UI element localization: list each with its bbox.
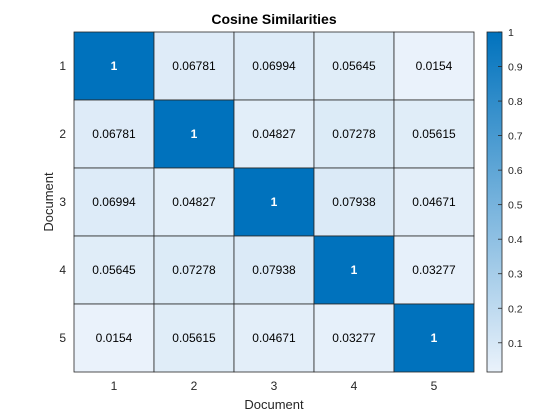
colorbar [486,31,503,373]
cell-value-label: 0.07938 [252,263,296,277]
cell-value-label: 0.04671 [252,331,296,345]
chart-title: Cosine Similarities [211,11,336,27]
heatmap-cell [393,303,475,373]
cell-value-label: 0.05615 [412,127,456,141]
heatmap-cell [233,235,315,305]
cell-value-label: 0.06781 [172,59,216,73]
cell-value-label: 0.03277 [332,331,376,345]
colorbar-tick-label: 0.8 [508,96,523,108]
x-tick-label: 3 [271,379,278,393]
cell-value-label: 0.07938 [332,195,376,209]
cell-value-label: 0.03277 [412,263,456,277]
heatmap-cell [313,167,395,237]
x-tick-label: 2 [191,379,198,393]
x-tick-label: 4 [351,379,358,393]
cell-value-label: 0.06994 [92,195,136,209]
cell-value-label: 1 [351,263,358,277]
cell-value-label: 0.05645 [92,263,136,277]
cell-value-label: 1 [431,331,438,345]
cell-value-label: 0.05645 [332,59,376,73]
y-axis-label: Document [41,172,56,232]
x-tick-label: 1 [111,379,118,393]
y-tick-label: 1 [59,59,66,73]
cell-value-label: 1 [271,195,278,209]
y-tick-label: 5 [59,331,66,345]
heatmap-cell [153,167,235,237]
colorbar-tick-label: 0.4 [508,234,523,246]
colorbar-tick-label: 0.2 [508,303,523,315]
heatmap-cells: 1 0.06781 0.06994 0.05645 0.0154 0.06781 1 0.04… [73,31,475,373]
cell-value-label: 0.04671 [412,195,456,209]
cell-value-label: 0.04827 [252,127,296,141]
heatmap-cell [313,235,395,305]
cell-value-label: 0.07278 [172,263,216,277]
cell-value-label: 1 [111,59,118,73]
y-tick-label: 2 [59,127,66,141]
y-tick-label: 4 [59,263,66,277]
heatmap-cell [73,303,155,373]
colorbar-tick-label: 0.3 [508,269,523,281]
cell-value-label: 0.0154 [96,331,133,345]
x-tick-label: 5 [431,379,438,393]
cell-value-label: 0.04827 [172,195,216,209]
cell-value-label: 0.06781 [92,127,136,141]
heatmap-cell [73,31,155,101]
x-axis-label: Document [244,397,304,412]
colorbar-tick-label: 0.5 [508,200,523,212]
axis-ticks: 1 2 3 4 5 1 2 3 4 5 [59,59,437,393]
cell-value-label: 0.05615 [172,331,216,345]
heatmap-cell [153,303,235,373]
colorbar-tick-label: 0.7 [508,131,523,143]
heatmap-cell [393,31,475,101]
colorbar-tick-label: 0.6 [508,165,523,177]
cell-value-label: 0.07278 [332,127,376,141]
heatmap-cell [393,167,475,237]
heatmap-cell [233,167,315,237]
heatmap-cell [233,31,315,101]
heatmap-cell [153,31,235,101]
colorbar-tick-label: 1 [508,27,514,39]
colorbar-tick-label: 0.1 [508,338,523,350]
cell-value-label: 1 [191,127,198,141]
heatmap-cell [153,235,235,305]
colorbar-ticks: 0.1 0.2 0.3 0.4 0.5 0.6 0.7 0.8 0.9 1 [498,27,523,350]
cell-value-label: 0.0154 [416,59,453,73]
heatmap-cell [233,303,315,373]
heatmap-cell [233,99,315,169]
colorbar-tick-label: 0.9 [508,62,523,74]
heatmap-cell [393,235,475,305]
y-tick-label: 3 [59,195,66,209]
heatmap-cell [73,99,155,169]
cell-value-label: 0.06994 [252,59,296,73]
heatmap-cell [393,99,475,169]
heatmap-cell [73,235,155,305]
heatmap-cell [313,31,395,101]
